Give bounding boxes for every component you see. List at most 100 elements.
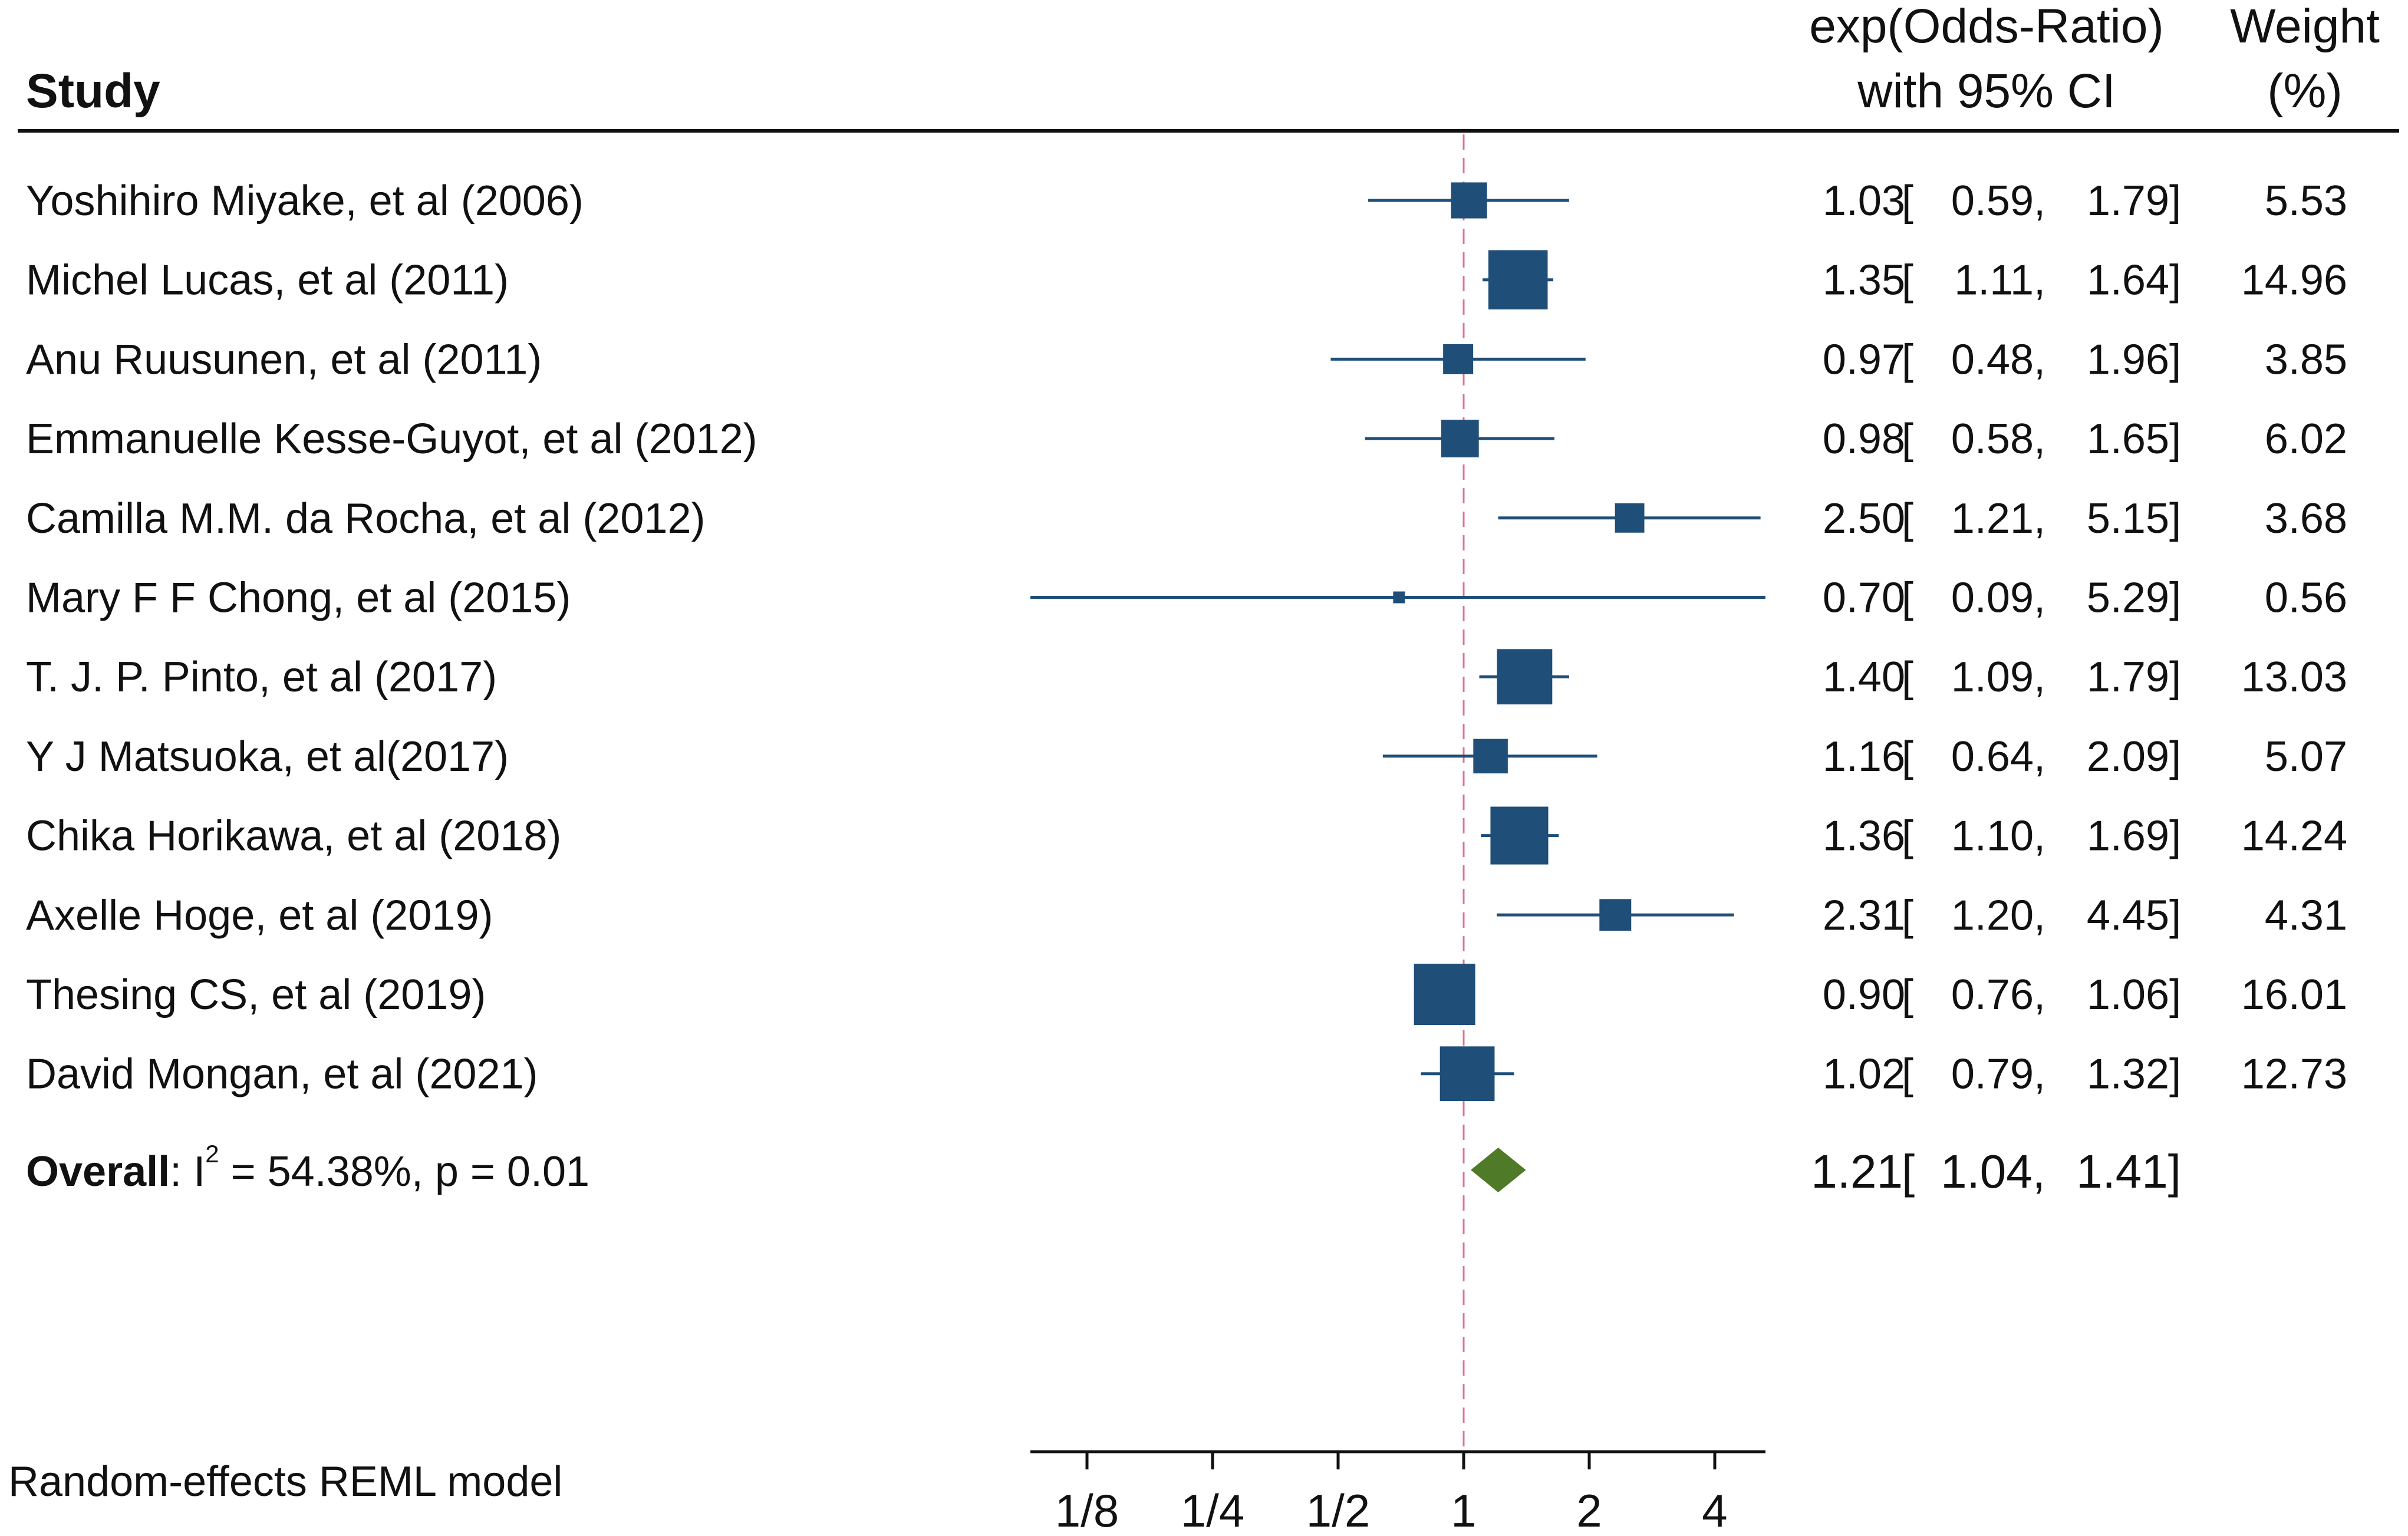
x-tick-label: 2 <box>1576 1485 1602 1536</box>
x-tick-label: 1/4 <box>1181 1485 1244 1536</box>
ci-lower-value: 1.11, <box>1954 257 2045 304</box>
study-name: Mary F F Chong, et al (2015) <box>26 575 571 622</box>
ci-lower-value: 0.59, <box>1951 177 2045 225</box>
ci-lower-value: 1.21, <box>1951 495 2045 542</box>
ci-open-bracket: [ <box>1902 892 1913 939</box>
ci-open-bracket: [ <box>1902 575 1913 622</box>
study-row: Y J Matsuoka, et al(2017) 1.16[0.64, 2.09]… <box>26 733 2347 780</box>
ci-open-bracket: [ <box>1902 495 1913 542</box>
weight-value: 3.85 <box>2265 336 2347 383</box>
effect-header-line1: exp(Odds-Ratio) <box>1809 0 2164 53</box>
study-name: Yoshihiro Miyake, et al (2006) <box>26 177 584 225</box>
weight-value: 14.96 <box>2241 257 2347 304</box>
weight-value: 12.73 <box>2241 1051 2347 1098</box>
ci-upper-value: 2.09] <box>2087 733 2181 780</box>
overall-label-colon: : <box>170 1148 182 1195</box>
effect-value: 1.36 <box>1823 813 1905 860</box>
effect-marker <box>1414 964 1475 1025</box>
effect-marker <box>1443 344 1474 374</box>
ci-lower-value: 0.09, <box>1951 575 2045 622</box>
x-tick-label: 4 <box>1702 1485 1727 1536</box>
ci-open-bracket: [ <box>1902 1051 1913 1098</box>
effect-marker <box>1497 649 1553 705</box>
ci-lower-value: 0.48, <box>1951 336 2045 383</box>
study-row: Michel Lucas, et al (2011) 1.35[1.11, 1.64… <box>26 250 2347 309</box>
study-name: David Mongan, et al (2021) <box>26 1051 538 1098</box>
weight-value: 16.01 <box>2241 971 2347 1018</box>
study-row: Anu Ruusunen, et al (2011) 0.97[0.48, 1.96… <box>26 336 2347 383</box>
ci-upper-value: 1.96] <box>2087 336 2181 383</box>
ci-upper-value: 1.64] <box>2087 257 2181 304</box>
effect-value: 0.97 <box>1823 336 1905 383</box>
effect-marker <box>1615 503 1645 533</box>
study-row: Thesing CS, et al (2019) 0.90[0.76, 1.06] 1… <box>26 964 2347 1025</box>
effect-header-line2: with 95% CI <box>1857 64 2116 118</box>
ci-upper-value: 1.79] <box>2087 177 2181 225</box>
effect-value: 1.40 <box>1823 654 1905 701</box>
effect-value: 1.35 <box>1823 257 1905 304</box>
ci-lower-value: 1.20, <box>1951 892 2045 939</box>
effect-value: 1.02 <box>1823 1051 1905 1098</box>
effect-value: 1.03 <box>1823 177 1905 225</box>
weight-value: 5.53 <box>2265 177 2347 225</box>
study-column-header: Study <box>26 64 160 118</box>
effect-value: 1.16 <box>1823 733 1905 780</box>
effect-value: 0.90 <box>1823 971 1905 1018</box>
study-name: Anu Ruusunen, et al (2011) <box>26 336 542 383</box>
effect-marker <box>1441 420 1479 457</box>
overall-diamond <box>1471 1148 1526 1192</box>
x-axis: 1/8 1/4 1/2 1 2 4 <box>1030 1450 1765 1536</box>
study-name: Y J Matsuoka, et al(2017) <box>26 733 509 780</box>
effect-marker <box>1599 899 1632 931</box>
effect-value: 2.31 <box>1823 892 1905 939</box>
overall-effect-value: 1.21 <box>1811 1145 1903 1198</box>
study-name: T. J. P. Pinto, et al (2017) <box>26 654 497 701</box>
ci-open-bracket: [ <box>1902 971 1913 1018</box>
ci-upper-value: 4.45] <box>2087 892 2181 939</box>
study-row: Emmanuelle Kesse-Guyot, et al (2012) 0.98… <box>26 416 2347 463</box>
ci-upper-value: 1.79] <box>2087 654 2181 701</box>
effect-value: 0.98 <box>1823 416 1905 463</box>
weight-value: 4.31 <box>2265 892 2347 939</box>
study-row: Camilla M.M. da Rocha, et al (2012) 2.50[… <box>26 495 2347 542</box>
weight-header-line1: Weight <box>2230 0 2380 53</box>
effect-marker <box>1488 250 1548 309</box>
study-row: Yoshihiro Miyake, et al (2006) 1.03[0.59,… <box>26 177 2347 225</box>
weight-value: 6.02 <box>2265 416 2347 463</box>
overall-label: Overall: I2 = 54.38%, p = 0.01 <box>26 1140 589 1195</box>
weight-value: 14.24 <box>2241 813 2347 860</box>
study-name: Thesing CS, et al (2019) <box>26 971 486 1018</box>
ci-lower-value: 0.58, <box>1951 416 2045 463</box>
effect-marker <box>1451 182 1487 219</box>
ci-open-bracket: [ <box>1902 733 1913 780</box>
study-name: Michel Lucas, et al (2011) <box>26 257 509 304</box>
ci-upper-value: 5.29] <box>2087 575 2181 622</box>
study-name: Camilla M.M. da Rocha, et al (2012) <box>26 495 705 542</box>
study-row: David Mongan, et al (2021) 1.02[0.79, 1.32… <box>26 1046 2347 1102</box>
ci-lower-value: 0.76, <box>1951 971 2045 1018</box>
overall-ci-open-bracket: [ <box>1902 1145 1915 1198</box>
study-name: Emmanuelle Kesse-Guyot, et al (2012) <box>26 416 757 463</box>
ci-open-bracket: [ <box>1902 654 1913 701</box>
ci-upper-value: 1.32] <box>2087 1051 2181 1098</box>
ci-lower-value: 1.10, <box>1951 813 2045 860</box>
effect-marker <box>1439 1046 1495 1102</box>
weight-value: 0.56 <box>2265 575 2347 622</box>
study-row: Mary F F Chong, et al (2015) 0.70[0.09, 5.… <box>26 575 2347 622</box>
effect-marker <box>1473 739 1508 774</box>
ci-upper-value: 5.15] <box>2087 495 2181 542</box>
study-row: Chika Horikawa, et al (2018) 1.36[1.10, 1.… <box>26 806 2347 865</box>
overall-ci-lower-value: 1.04, <box>1941 1145 2045 1198</box>
ci-upper-value: 1.69] <box>2087 813 2181 860</box>
overall-label-i: I <box>193 1148 205 1195</box>
x-tick-label: 1 <box>1451 1485 1476 1536</box>
effect-value: 2.50 <box>1823 495 1905 542</box>
study-rows: Yoshihiro Miyake, et al (2006) 1.03 [0.59,… <box>26 177 2347 1102</box>
ci-open-bracket: [ <box>1902 813 1913 860</box>
weight-value: 13.03 <box>2241 654 2347 701</box>
ci-open-bracket: [ <box>1902 336 1913 383</box>
x-tick-label: 1/2 <box>1306 1485 1370 1536</box>
weight-header-line2: (%) <box>2267 64 2343 118</box>
weight-value: 3.68 <box>2265 495 2347 542</box>
